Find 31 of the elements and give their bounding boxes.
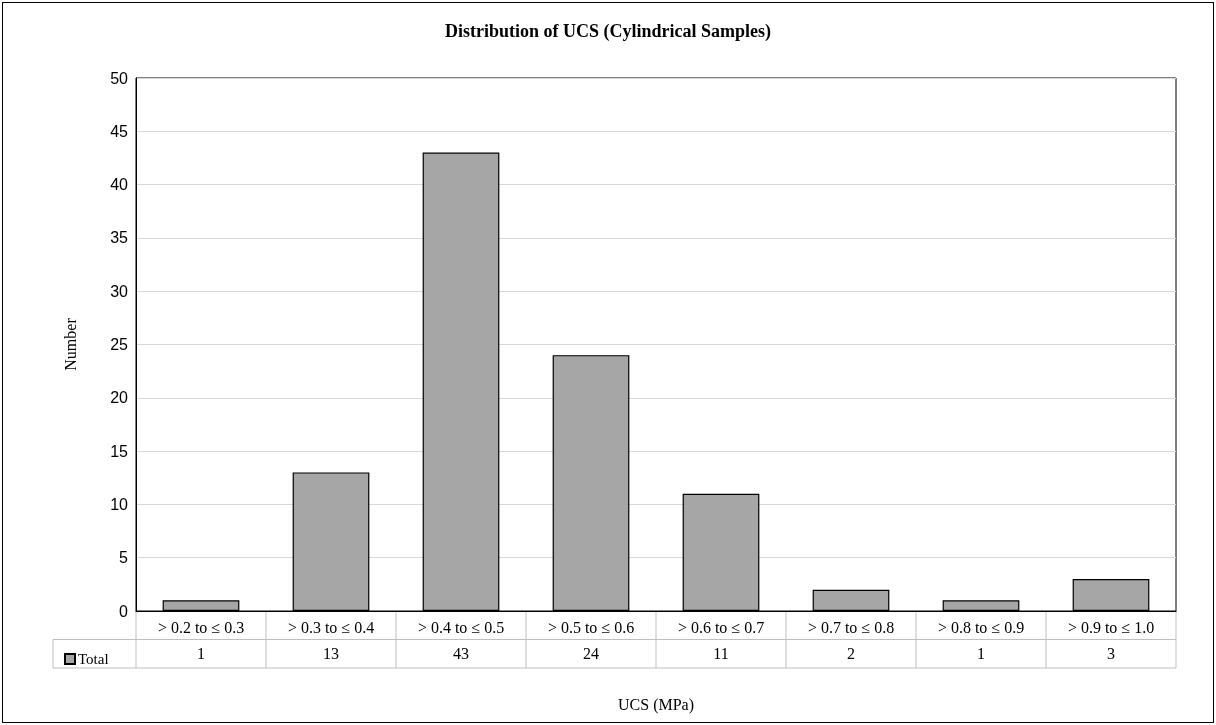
data-label: 43 — [453, 645, 469, 663]
x-tick-label: > 0.9 to ≤ 1.0 — [1067, 618, 1155, 636]
x-tick-label: > 0.3 to ≤ 0.4 — [287, 618, 375, 636]
y-tick-label: 10 — [110, 495, 129, 513]
y-tick-label: 25 — [110, 336, 129, 353]
y-tick-label: 5 — [119, 549, 129, 567]
y-tick-label: 30 — [110, 282, 129, 300]
y-tick-label: 40 — [110, 176, 129, 194]
data-label: 3 — [1107, 645, 1115, 663]
x-tick-label: > 0.7 to ≤ 0.8 — [807, 618, 895, 636]
data-label: 1 — [197, 645, 205, 663]
y-tick-label: 50 — [110, 69, 129, 87]
y-tick-label: 45 — [110, 122, 129, 140]
legend-label: Total — [78, 651, 109, 667]
x-tick-label: > 0.2 to ≤ 0.3 — [157, 618, 245, 636]
x-tick-label: > 0.8 to ≤ 0.9 — [937, 618, 1025, 636]
y-tick-label: 15 — [110, 442, 129, 460]
data-label: 13 — [323, 645, 339, 663]
x-tick-label: > 0.6 to ≤ 0.7 — [677, 618, 765, 636]
y-tick-label: 35 — [110, 229, 129, 247]
y-tick-label: 20 — [110, 389, 129, 407]
x-tick-label: > 0.5 to ≤ 0.6 — [547, 618, 635, 636]
data-label: 2 — [847, 645, 855, 663]
x-axis-title: UCS (MPa) — [617, 695, 695, 714]
y-axis-title: Number — [61, 317, 79, 371]
data-label: 24 — [583, 645, 599, 663]
data-label: 1 — [977, 645, 985, 663]
chart-title: Distribution of UCS (Cylindrical Samples) — [444, 21, 772, 42]
data-label: 11 — [713, 645, 729, 663]
y-tick-label: 0 — [119, 602, 129, 620]
x-tick-label: > 0.4 to ≤ 0.5 — [417, 618, 505, 636]
